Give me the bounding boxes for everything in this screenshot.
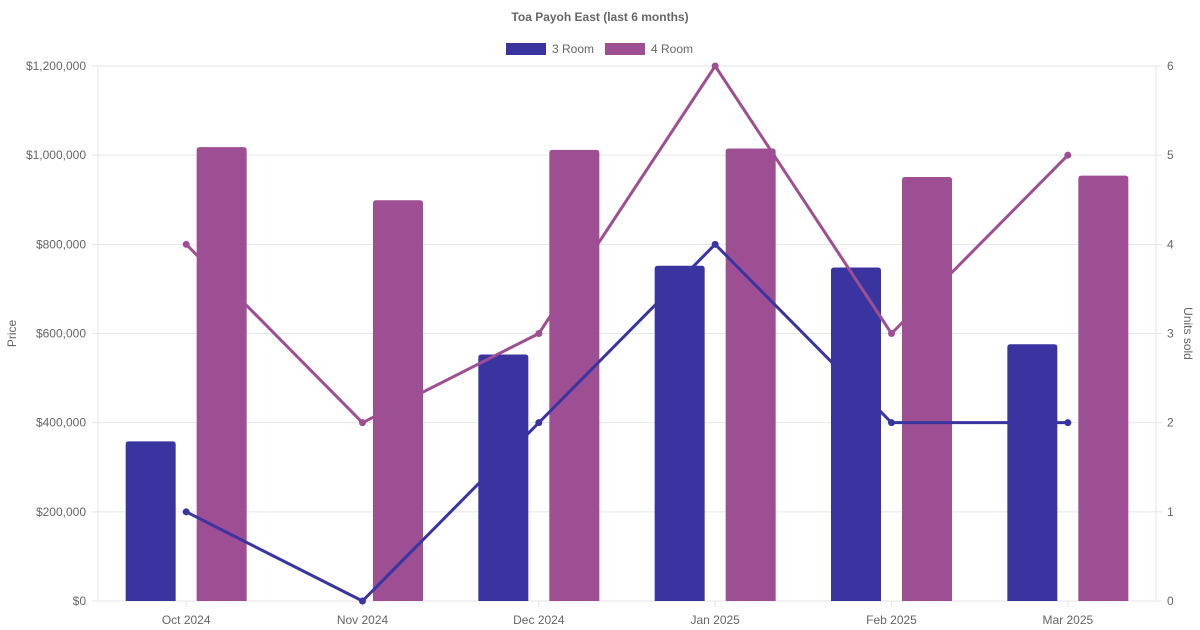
bar-3-room [478,354,529,601]
x-tick-label: Dec 2024 [513,613,565,627]
chart-title: Toa Payoh East (last 6 months) [511,10,689,24]
legend-label-4-room: 4 Room [651,42,694,56]
bar-4-room [1078,175,1129,602]
bar-3-room [654,265,705,601]
y-left-tick-label: $800,000 [36,237,86,251]
legend-label-3-room: 3 Room [552,42,595,56]
x-tick-label: Oct 2024 [162,613,211,627]
point-units-4-room [1064,151,1072,159]
bar-4-room [549,149,600,602]
point-units-4-room [888,330,895,337]
point-units-4-room [359,419,366,427]
point-units-4-room [182,240,190,248]
bar-4-room [373,200,423,601]
y-right-tick-label: 6 [1167,59,1174,73]
y-left-tick-label: $200,000 [36,505,86,519]
bar-4-room [196,147,247,601]
y-left-axis-title: Price [5,320,19,348]
y-right-tick-label: 3 [1167,327,1174,341]
point-units-4-room [535,330,543,337]
point-units-3-room [1064,419,1072,427]
bar-3-room [831,267,881,601]
bar-4-room [725,148,776,601]
legend: 3 Room 4 Room [0,42,1200,58]
x-tick-label: Jan 2025 [690,613,740,627]
x-tick-label: Nov 2024 [337,613,389,627]
x-tick-label: Mar 2025 [1042,613,1093,627]
bar-3-room [1007,344,1058,601]
bar-4-room [902,177,952,601]
y-left-tick-label: $400,000 [36,416,86,430]
point-units-3-room [535,419,543,427]
x-tick-label: Feb 2025 [866,613,917,627]
legend-swatch-3-room [506,43,546,55]
legend-swatch-4-room [605,43,645,55]
point-units-3-room [888,419,895,427]
y-right-tick-label: 5 [1167,148,1174,162]
y-right-tick-label: 1 [1167,505,1174,519]
point-units-3-room [711,240,719,248]
bar-3-room [125,441,176,601]
y-right-tick-label: 0 [1167,594,1174,608]
y-right-axis-title: Units sold [1181,307,1195,360]
y-right-tick-label: 4 [1167,237,1174,251]
legend-item-4-room[interactable]: 4 Room [605,42,693,56]
point-units-3-room [359,597,366,605]
legend-item-3-room[interactable]: 3 Room [506,42,594,56]
line-units-4-room [185,64,1069,425]
line-units-3-room [185,242,1068,603]
y-left-tick-label: $0 [73,594,87,608]
y-left-tick-label: $600,000 [36,327,86,341]
point-units-3-room [182,508,190,516]
y-right-tick-label: 2 [1167,416,1174,430]
y-left-tick-label: $1,000,000 [26,148,86,162]
point-units-4-room [711,62,719,70]
y-left-tick-label: $1,200,000 [26,59,86,73]
